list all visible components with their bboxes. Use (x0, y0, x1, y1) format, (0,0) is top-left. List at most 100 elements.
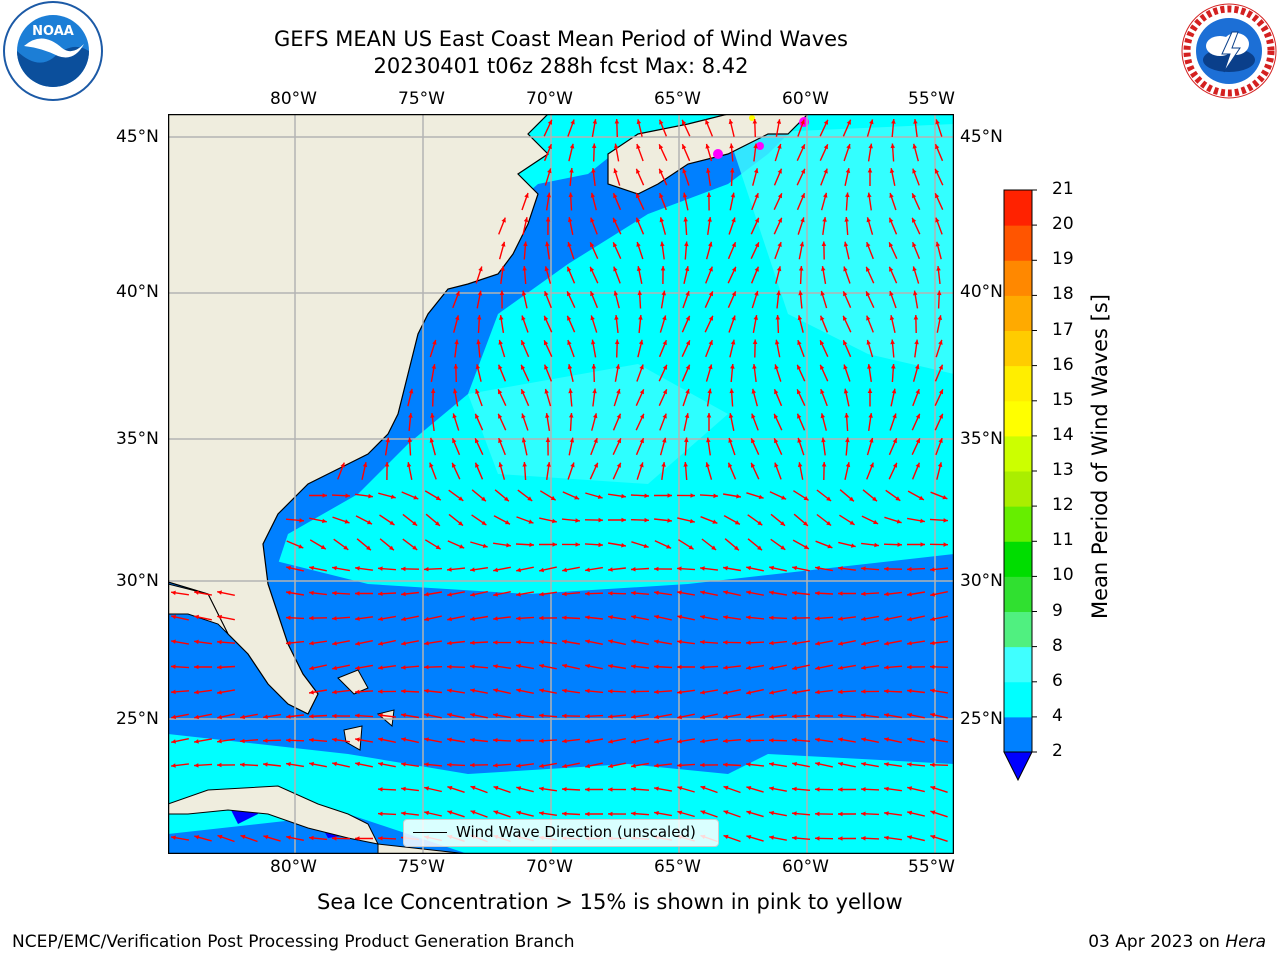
wind-wave-arrowhead (731, 242, 736, 248)
wind-wave-arrowhead (942, 495, 948, 500)
wind-wave-arrowhead (728, 438, 733, 443)
wind-wave-arrowhead (677, 689, 682, 695)
wind-wave-arrowhead (706, 413, 712, 418)
wind-wave-arrowhead (907, 712, 912, 718)
wind-wave-arrowhead (913, 119, 918, 124)
wind-wave-arrowhead (861, 665, 866, 670)
wind-wave-arrowhead (918, 495, 924, 500)
wind-wave-arrowhead (424, 688, 429, 694)
wind-wave-arrowhead (332, 590, 337, 596)
wind-wave-arrowhead (498, 462, 503, 468)
wind-wave-arrowhead (591, 168, 596, 173)
wind-wave-arrowhead (683, 462, 688, 467)
wind-wave-arrowhead (447, 664, 452, 670)
wind-wave-arrowhead (545, 241, 550, 247)
wind-wave-arrowhead (309, 565, 314, 571)
colorbar-tick-label: 16 (1052, 354, 1074, 375)
sea-ice-patch (749, 115, 755, 121)
wind-wave-arrowhead (912, 143, 917, 149)
wind-wave-arrowhead (516, 567, 521, 573)
wind-wave-arrowhead (590, 242, 595, 248)
wind-wave-arrowhead (378, 591, 383, 596)
wind-wave-arrowhead (815, 787, 820, 792)
wind-wave-arrowhead (493, 567, 498, 573)
wind-wave-arrowhead (447, 592, 452, 597)
wind-wave-arrowhead (723, 714, 728, 720)
wind-wave-arrowhead (838, 566, 843, 571)
wind-wave-arrowhead (567, 291, 572, 297)
wind-wave-arrowhead (874, 542, 879, 548)
wind-wave-arrowhead (616, 462, 621, 468)
wind-wave-arrowhead (930, 688, 935, 693)
wind-wave-arrowhead (866, 266, 871, 272)
wind-wave-arrowhead (850, 543, 856, 548)
wind-wave-arrowhead (866, 291, 871, 297)
wind-wave-arrowhead (614, 315, 619, 320)
wind-wave-arrowhead (608, 689, 613, 694)
maritimes-landmass (607, 114, 809, 195)
wind-wave-arrowhead (355, 591, 360, 596)
wind-wave-arrowhead (913, 315, 919, 320)
wind-wave-arrowhead (907, 641, 912, 646)
wind-wave-arrowhead (322, 493, 327, 498)
wind-wave-arrowhead (700, 566, 705, 571)
wind-wave-arrowhead (730, 168, 735, 173)
wind-wave-arrowhead (621, 517, 626, 523)
wind-wave-arrowhead (447, 688, 452, 693)
wind-wave-arrowhead (706, 437, 711, 443)
wind-wave-arrowhead (792, 835, 797, 841)
wind-wave-arrowhead (570, 462, 575, 468)
wind-wave-arrowhead (631, 811, 636, 816)
wind-wave-arrowhead (639, 413, 644, 419)
wind-wave-arrowhead (884, 689, 889, 694)
wind-wave-arrowhead (667, 493, 672, 498)
wind-wave-arrowhead (797, 315, 803, 321)
wind-wave-arrowhead (845, 462, 851, 468)
wind-wave-arrowhead (539, 591, 544, 597)
wind-wave-arrowhead (475, 389, 480, 394)
wind-wave-arrowhead (708, 266, 713, 272)
wind-wave-arrowhead (412, 521, 418, 526)
wind-wave-arrowhead (562, 688, 567, 694)
lon-label-bottom: 55°W (908, 857, 955, 877)
wind-wave-arrowhead (171, 739, 176, 744)
wind-wave-arrowhead (597, 494, 603, 499)
wind-wave-arrowhead (792, 640, 797, 646)
wind-wave-arrowhead (938, 339, 943, 345)
wind-wave-arrowhead (820, 340, 825, 346)
wind-wave-arrowhead (935, 217, 940, 223)
colorbar-tick-label: 11 (1052, 530, 1074, 551)
wind-wave-arrowhead (845, 168, 851, 173)
wind-wave-arrowhead (800, 119, 805, 125)
wind-wave-arrowhead (516, 713, 521, 718)
wind-wave-arrowhead (803, 544, 809, 549)
wind-wave-arrowhead (263, 738, 268, 743)
wind-wave-arrowhead (171, 590, 176, 596)
wind-wave-arrowhead (447, 712, 452, 718)
wind-wave-arrowhead (861, 836, 866, 841)
wind-wave-arrowhead (803, 496, 809, 501)
wind-wave-arrowhead (516, 738, 521, 743)
wind-wave-arrowhead (569, 437, 575, 443)
colorbar-segment (1004, 471, 1032, 507)
wind-wave-arrowhead (654, 786, 659, 791)
wind-wave-arrowhead (845, 437, 850, 443)
wind-wave-arrowhead (685, 315, 690, 321)
wind-wave-arrowhead (776, 266, 782, 272)
wind-wave-arrowhead (723, 738, 728, 744)
wind-wave-arrowhead (475, 413, 480, 419)
wind-wave-arrowhead (777, 168, 782, 174)
wind-wave-arrowhead (424, 664, 429, 670)
wind-wave-arrowhead (608, 811, 613, 817)
wind-wave-arrowhead (585, 688, 590, 694)
wind-wave-arrowhead (769, 738, 774, 743)
wind-wave-arrowhead (590, 192, 595, 198)
wind-wave-arrowhead (800, 168, 805, 174)
wind-wave-arrowhead (798, 290, 803, 296)
wind-wave-arrowhead (700, 714, 705, 720)
wind-wave-arrowhead (843, 266, 848, 272)
wind-wave-arrowhead (777, 217, 782, 223)
wind-wave-arrowhead (476, 339, 481, 345)
wind-wave-arrowhead (797, 364, 802, 370)
wind-wave-arrowhead (654, 739, 659, 744)
